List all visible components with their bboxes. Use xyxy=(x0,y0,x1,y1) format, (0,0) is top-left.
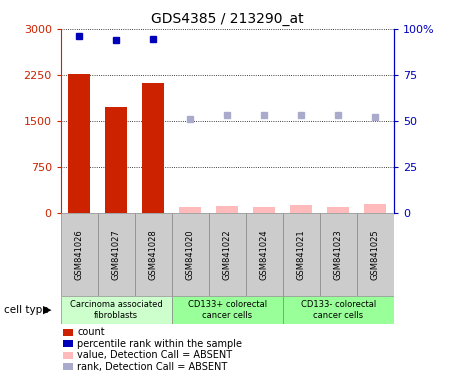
Text: GSM841020: GSM841020 xyxy=(186,229,195,280)
Bar xyxy=(283,296,394,324)
Bar xyxy=(290,205,312,213)
Bar xyxy=(179,207,201,213)
Bar xyxy=(246,213,283,296)
Text: GSM841024: GSM841024 xyxy=(260,229,269,280)
Bar xyxy=(61,213,98,296)
Bar xyxy=(68,74,90,213)
Text: percentile rank within the sample: percentile rank within the sample xyxy=(77,339,243,349)
Bar xyxy=(327,207,349,213)
Bar xyxy=(320,213,357,296)
Text: rank, Detection Call = ABSENT: rank, Detection Call = ABSENT xyxy=(77,362,228,372)
Text: GSM841025: GSM841025 xyxy=(371,229,380,280)
Text: CD133- colorectal
cancer cells: CD133- colorectal cancer cells xyxy=(301,300,376,320)
Bar xyxy=(364,204,387,213)
Bar xyxy=(61,296,172,324)
Bar xyxy=(253,207,275,213)
Text: CD133+ colorectal
cancer cells: CD133+ colorectal cancer cells xyxy=(188,300,267,320)
Text: GSM841023: GSM841023 xyxy=(334,229,343,280)
Text: GSM841026: GSM841026 xyxy=(75,229,84,280)
Bar xyxy=(105,108,127,213)
Text: GSM841022: GSM841022 xyxy=(223,229,232,280)
Bar xyxy=(135,213,172,296)
Text: value, Detection Call = ABSENT: value, Detection Call = ABSENT xyxy=(77,350,233,360)
Bar xyxy=(98,213,135,296)
Bar xyxy=(209,213,246,296)
Text: GSM841027: GSM841027 xyxy=(112,229,121,280)
Title: GDS4385 / 213290_at: GDS4385 / 213290_at xyxy=(151,12,304,26)
Bar xyxy=(216,206,239,213)
Text: Carcinoma associated
fibroblasts: Carcinoma associated fibroblasts xyxy=(70,300,162,320)
Text: ▶: ▶ xyxy=(43,305,51,315)
Bar xyxy=(172,296,283,324)
Bar xyxy=(357,213,394,296)
Text: GSM841021: GSM841021 xyxy=(297,229,306,280)
Text: count: count xyxy=(77,327,105,337)
Bar xyxy=(172,213,209,296)
Bar xyxy=(142,83,164,213)
Text: cell type: cell type xyxy=(4,305,49,315)
Text: GSM841028: GSM841028 xyxy=(149,229,158,280)
Bar xyxy=(283,213,320,296)
